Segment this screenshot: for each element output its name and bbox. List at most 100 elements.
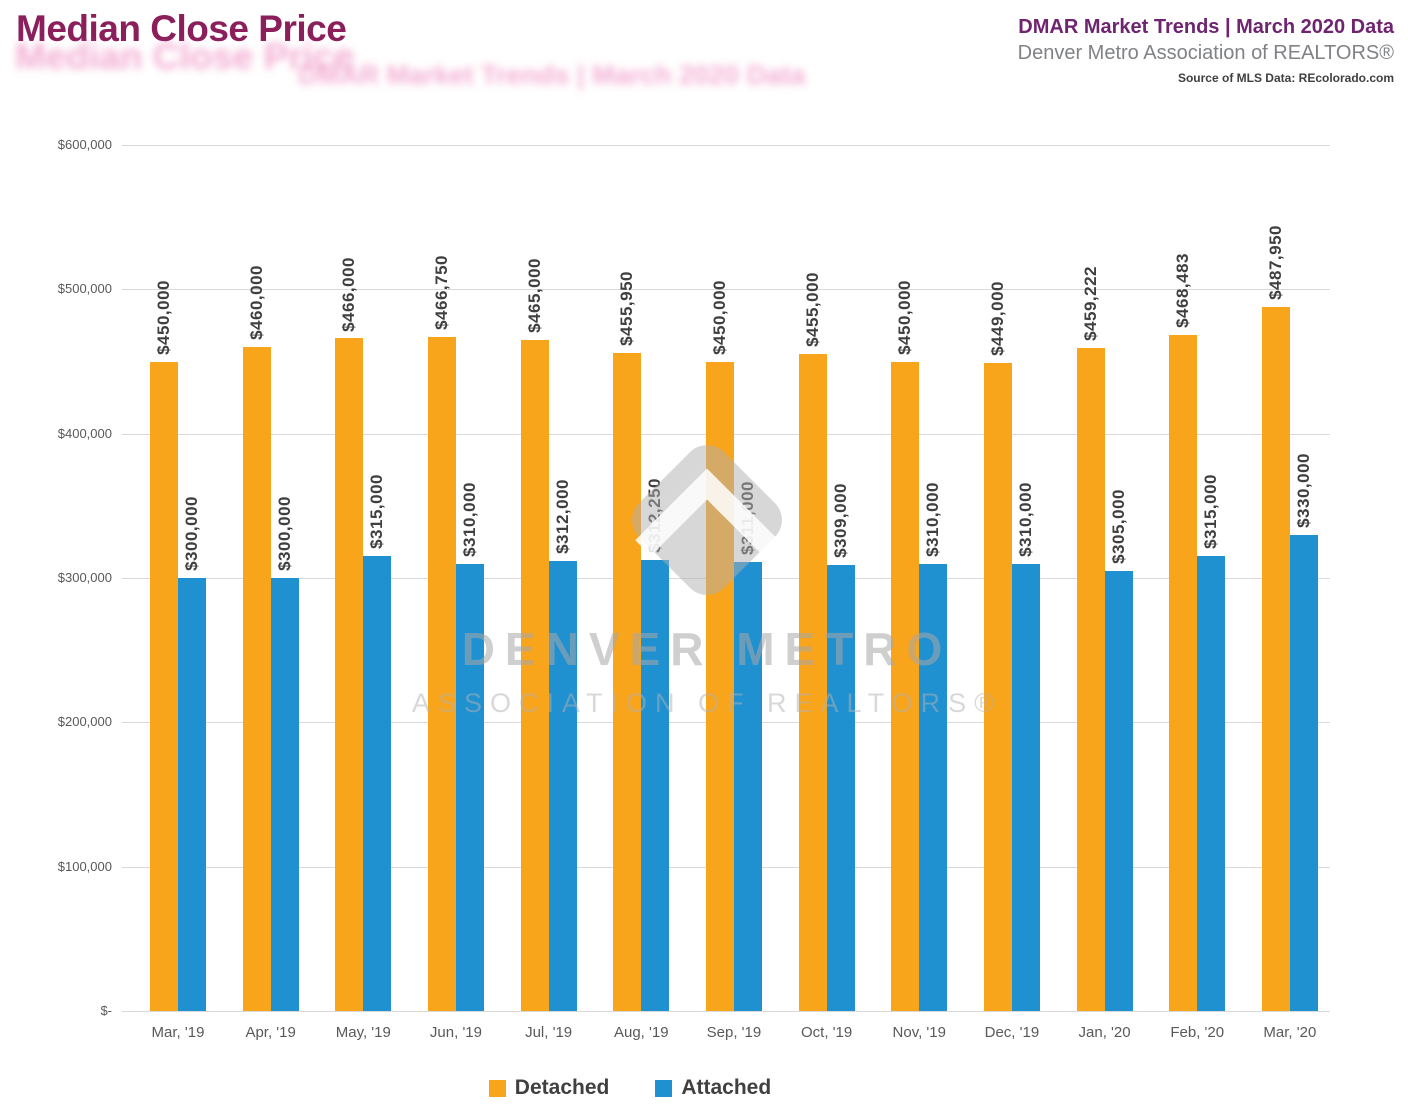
attached-bar: [919, 563, 948, 1011]
bar-group: $450,000 $310,000: [891, 280, 948, 1011]
detached-bar: [1076, 348, 1105, 1011]
attached-bar: [363, 556, 392, 1011]
gridline: [122, 1011, 1330, 1012]
bar-group: $466,000 $315,000: [335, 256, 392, 1011]
bar-group: $468,483 $315,000: [1169, 252, 1226, 1011]
page-title: Median Close Price: [16, 8, 347, 49]
bar-value-label: $449,000: [987, 281, 1007, 356]
bar-group: $450,000 $311,000: [705, 279, 762, 1011]
bar-value-label: $466,000: [339, 256, 359, 332]
legend: Detached Attached: [0, 1076, 1260, 1100]
x-tick-label: Nov, '19: [892, 1024, 946, 1041]
attached-bar: [1289, 534, 1318, 1011]
bar-value-label: $310,000: [923, 481, 943, 557]
y-tick-label: $-: [100, 1003, 112, 1018]
attached-bar: [1197, 556, 1226, 1011]
bar-value-label: $455,950: [617, 271, 637, 346]
ghost-subtitle-artifact: DMAR Market Trends | March 2020 Data: [298, 60, 806, 90]
attached-bar-wrap: $312,000: [548, 258, 577, 1011]
bar-group: $455,950 $312,250: [613, 271, 670, 1011]
detached-bar-wrap: $460,000: [242, 265, 271, 1011]
bar-value-label: $450,000: [709, 279, 729, 355]
y-tick-label: $100,000: [57, 858, 112, 874]
bar-group: $466,750 $310,000: [427, 255, 484, 1011]
x-axis: Mar, '19 Apr, '19 May, '19 Jun, '19 Jul, '19…: [122, 1024, 1330, 1041]
bar-group: $449,000 $310,000: [983, 281, 1040, 1011]
attached-bar-wrap: $312,250: [641, 271, 670, 1011]
gridline: [122, 289, 1330, 291]
attached-bar: [548, 560, 577, 1011]
detached-bar-wrap: $459,222: [1076, 266, 1105, 1011]
x-tick-label: Sep, '19: [706, 1024, 762, 1041]
legend-label-attached: Attached: [681, 1076, 772, 1099]
bar-value-label: $315,000: [1201, 474, 1221, 550]
detached-bar-wrap: $465,000: [520, 258, 549, 1011]
detached-bar: [891, 361, 920, 1011]
bar-value-label: $465,000: [524, 258, 544, 333]
attached-bar: [1104, 570, 1133, 1011]
bar-group: $487,950 $330,000: [1261, 225, 1318, 1011]
bar-value-label: $459,222: [1080, 266, 1100, 342]
org-name: Denver Metro Association of REALTORS®: [1017, 42, 1394, 64]
legend-item-detached: Detached: [488, 1076, 610, 1100]
gridline: [122, 145, 1330, 146]
detached-swatch: [488, 1079, 506, 1097]
bar-value-label: $450,000: [154, 279, 173, 355]
bar-value-label: $309,000: [830, 483, 850, 558]
y-tick-label: $200,000: [57, 714, 112, 730]
attached-bar-wrap: $305,000: [1104, 266, 1133, 1011]
report-name: DMAR Market Trends | March 2020 Data: [1018, 16, 1394, 38]
detached-bar: [798, 354, 827, 1011]
legend-label-detached: Detached: [514, 1076, 610, 1099]
detached-bar: [705, 361, 734, 1011]
detached-bar-wrap: $455,000: [798, 272, 827, 1011]
bar-value-label: $311,000: [737, 481, 757, 556]
detached-bar-wrap: $449,000: [983, 281, 1012, 1011]
detached-bar: [1261, 306, 1290, 1011]
x-tick-label: Aug, '19: [613, 1024, 669, 1041]
detached-bar: [427, 337, 456, 1011]
x-tick-label: Jan, '20: [1078, 1024, 1131, 1041]
header-right: DMAR Market Trends | March 2020 Data Den…: [1018, 16, 1394, 85]
bar-group: $459,222 $305,000: [1076, 266, 1133, 1011]
bar-value-label: $468,483: [1173, 252, 1193, 328]
y-tick-label: $300,000: [57, 570, 112, 585]
detached-bar-wrap: $450,000: [705, 279, 734, 1011]
y-tick-label: $500,000: [57, 281, 112, 297]
attached-bar-wrap: $315,000: [363, 257, 392, 1011]
bar-value-label: $300,000: [274, 496, 294, 571]
bar-group: $450,000 $300,000: [150, 280, 206, 1011]
detached-bar: [613, 352, 642, 1011]
detached-bar: [1169, 334, 1198, 1011]
bar-value-label: $466,750: [431, 255, 451, 331]
bar-value-label: $455,000: [802, 272, 822, 348]
attached-bar-wrap: $310,000: [919, 280, 948, 1011]
attached-bar-wrap: $310,000: [1011, 281, 1040, 1011]
attached-bar-wrap: $330,000: [1289, 225, 1318, 1011]
y-tick-label: $400,000: [57, 425, 112, 441]
detached-bar-wrap: $466,000: [335, 256, 364, 1011]
x-tick-label: Feb, '20: [1170, 1024, 1225, 1041]
x-tick-label: Apr, '19: [245, 1024, 296, 1041]
bar-group: $455,000 $309,000: [798, 272, 855, 1011]
bar-value-label: $310,000: [1015, 481, 1035, 557]
bar-value-label: $330,000: [1293, 452, 1313, 528]
detached-bar-wrap: $487,950: [1261, 225, 1290, 1011]
attached-bar: [641, 560, 670, 1011]
detached-bar-wrap: $450,000: [891, 280, 920, 1011]
attached-bar-wrap: $300,000: [178, 280, 206, 1011]
detached-bar-wrap: $468,483: [1169, 252, 1198, 1011]
x-tick-label: Oct, '19: [800, 1024, 853, 1041]
attached-bar: [455, 563, 484, 1011]
attached-bar: [826, 565, 855, 1011]
bar-group: $460,000 $300,000: [242, 265, 299, 1011]
attached-bar: [178, 578, 206, 1011]
attached-bar-wrap: $315,000: [1197, 253, 1226, 1011]
bar-value-label: $312,000: [552, 478, 572, 554]
attached-swatch: [655, 1079, 673, 1097]
bar-groups: $450,000 $300,000 $460,000 $300,000 $466,000…: [122, 145, 1330, 1011]
plot-area: $450,000 $300,000 $460,000 $300,000 $466,000…: [122, 145, 1330, 1012]
detached-bar: [520, 339, 549, 1011]
bar-value-label: $310,000: [459, 481, 479, 557]
